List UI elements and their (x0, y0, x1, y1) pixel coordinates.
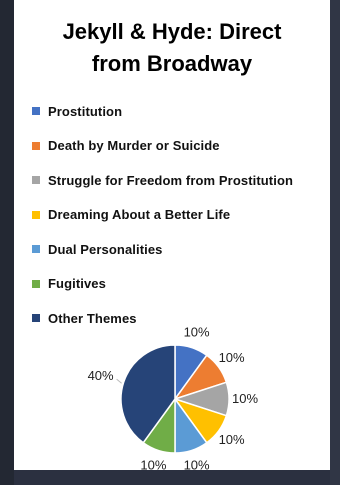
chart-title: Jekyll & Hyde: Direct from Broadway (14, 16, 330, 80)
legend-item-struggle-for-freedom: Struggle for Freedom from Prostitution (32, 163, 332, 198)
pie-chart: 10% 10% 10% 10% 10% 10% 40% (88, 324, 259, 470)
legend-item-dreaming-about-a-better-life: Dreaming About a Better Life (32, 198, 332, 233)
chart-title-line-2: from Broadway (91, 51, 253, 76)
data-label-prostitution: 10% (184, 324, 210, 339)
legend-swatch (32, 210, 40, 219)
legend-swatch (32, 141, 40, 150)
legend-swatch (32, 279, 40, 288)
data-label-fugitives: 10% (140, 458, 166, 470)
legend-item-prostitution: Prostitution (32, 94, 332, 129)
legend-swatch (32, 314, 40, 323)
data-label-other-themes: 40% (88, 368, 114, 383)
pie-slice-other-themes (120, 344, 176, 444)
background-strip-right (330, 0, 340, 485)
chart-panel: Jekyll & Hyde: Direct from Broadway Pros… (14, 0, 330, 470)
legend-swatch (32, 176, 40, 185)
legend-label: Dual Personalities (48, 241, 163, 257)
legend-item-fugitives: Fugitives (32, 267, 332, 302)
legend-item-dual-personalities: Dual Personalities (32, 232, 332, 267)
legend-swatch (32, 107, 40, 116)
legend-label: Dreaming About a Better Life (48, 207, 231, 223)
legend-label: Prostitution (48, 103, 123, 119)
legend-item-death-by-murder-or-suicide: Death by Murder or Suicide (32, 129, 332, 164)
chart-legend: Prostitution Death by Murder or Suicide … (32, 94, 332, 336)
data-label-dual-personalities: 10% (184, 458, 210, 470)
data-label-dreaming-about-a-better-life: 10% (219, 432, 245, 447)
legend-label: Struggle for Freedom from Prostitution (48, 172, 294, 188)
background-strip-left (0, 0, 14, 485)
legend-swatch (32, 245, 40, 254)
leader-line (116, 378, 122, 384)
legend-label: Fugitives (48, 276, 106, 292)
chart-title-line-1: Jekyll & Hyde: Direct (62, 19, 282, 44)
legend-label: Death by Murder or Suicide (48, 138, 220, 154)
data-label-struggle-for-freedom: 10% (232, 391, 258, 406)
legend-label: Other Themes (48, 310, 137, 326)
legend-item-other-themes: Other Themes (32, 301, 332, 336)
data-label-death-by-murder-or-suicide: 10% (219, 350, 245, 365)
